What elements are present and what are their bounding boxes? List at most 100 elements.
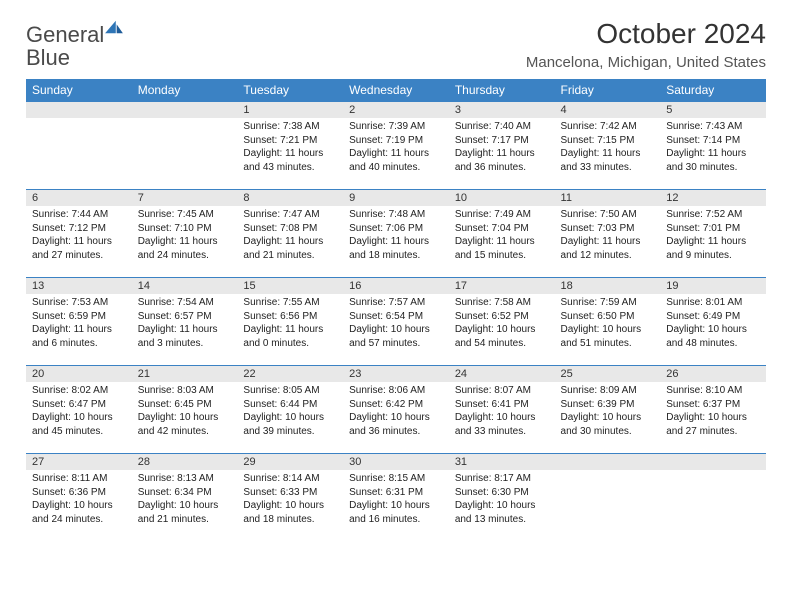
day-content: Sunrise: 7:43 AMSunset: 7:14 PMDaylight:… [660, 118, 766, 178]
day-content: Sunrise: 7:54 AMSunset: 6:57 PMDaylight:… [132, 294, 238, 354]
day-number [26, 102, 132, 118]
calendar-cell [660, 454, 766, 542]
calendar-week-row: 6Sunrise: 7:44 AMSunset: 7:12 PMDaylight… [26, 190, 766, 278]
day-content: Sunrise: 8:03 AMSunset: 6:45 PMDaylight:… [132, 382, 238, 442]
logo: General Blue [26, 24, 126, 70]
day-number: 17 [449, 278, 555, 294]
calendar-cell: 15Sunrise: 7:55 AMSunset: 6:56 PMDayligh… [237, 278, 343, 366]
calendar-cell: 6Sunrise: 7:44 AMSunset: 7:12 PMDaylight… [26, 190, 132, 278]
day-number: 3 [449, 102, 555, 118]
day-content: Sunrise: 8:11 AMSunset: 6:36 PMDaylight:… [26, 470, 132, 530]
calendar-cell: 8Sunrise: 7:47 AMSunset: 7:08 PMDaylight… [237, 190, 343, 278]
day-content: Sunrise: 7:55 AMSunset: 6:56 PMDaylight:… [237, 294, 343, 354]
day-number: 11 [555, 190, 661, 206]
day-content: Sunrise: 7:59 AMSunset: 6:50 PMDaylight:… [555, 294, 661, 354]
calendar-cell: 21Sunrise: 8:03 AMSunset: 6:45 PMDayligh… [132, 366, 238, 454]
day-number: 20 [26, 366, 132, 382]
calendar-cell: 18Sunrise: 7:59 AMSunset: 6:50 PMDayligh… [555, 278, 661, 366]
day-number: 25 [555, 366, 661, 382]
day-content: Sunrise: 7:53 AMSunset: 6:59 PMDaylight:… [26, 294, 132, 354]
day-number: 6 [26, 190, 132, 206]
calendar-cell: 23Sunrise: 8:06 AMSunset: 6:42 PMDayligh… [343, 366, 449, 454]
day-header: Thursday [449, 79, 555, 102]
day-number: 1 [237, 102, 343, 118]
day-number: 7 [132, 190, 238, 206]
day-number: 24 [449, 366, 555, 382]
day-number: 26 [660, 366, 766, 382]
calendar-cell: 9Sunrise: 7:48 AMSunset: 7:06 PMDaylight… [343, 190, 449, 278]
calendar-cell: 14Sunrise: 7:54 AMSunset: 6:57 PMDayligh… [132, 278, 238, 366]
calendar-cell: 2Sunrise: 7:39 AMSunset: 7:19 PMDaylight… [343, 102, 449, 190]
calendar-cell: 30Sunrise: 8:15 AMSunset: 6:31 PMDayligh… [343, 454, 449, 542]
day-content: Sunrise: 7:45 AMSunset: 7:10 PMDaylight:… [132, 206, 238, 266]
day-number: 16 [343, 278, 449, 294]
day-content: Sunrise: 7:42 AMSunset: 7:15 PMDaylight:… [555, 118, 661, 178]
logo-sail-icon [103, 19, 125, 35]
location-text: Mancelona, Michigan, United States [526, 54, 766, 71]
day-number: 19 [660, 278, 766, 294]
day-content: Sunrise: 8:09 AMSunset: 6:39 PMDaylight:… [555, 382, 661, 442]
calendar-cell: 17Sunrise: 7:58 AMSunset: 6:52 PMDayligh… [449, 278, 555, 366]
calendar-cell [132, 102, 238, 190]
calendar-cell: 1Sunrise: 7:38 AMSunset: 7:21 PMDaylight… [237, 102, 343, 190]
calendar-cell: 29Sunrise: 8:14 AMSunset: 6:33 PMDayligh… [237, 454, 343, 542]
calendar-cell [26, 102, 132, 190]
day-number: 30 [343, 454, 449, 470]
day-content: Sunrise: 7:39 AMSunset: 7:19 PMDaylight:… [343, 118, 449, 178]
day-number: 5 [660, 102, 766, 118]
day-content: Sunrise: 8:06 AMSunset: 6:42 PMDaylight:… [343, 382, 449, 442]
day-number: 31 [449, 454, 555, 470]
calendar-table: SundayMondayTuesdayWednesdayThursdayFrid… [26, 79, 766, 542]
day-content: Sunrise: 7:40 AMSunset: 7:17 PMDaylight:… [449, 118, 555, 178]
day-number: 15 [237, 278, 343, 294]
day-number [132, 102, 238, 118]
day-header: Wednesday [343, 79, 449, 102]
calendar-cell: 5Sunrise: 7:43 AMSunset: 7:14 PMDaylight… [660, 102, 766, 190]
calendar-cell: 4Sunrise: 7:42 AMSunset: 7:15 PMDaylight… [555, 102, 661, 190]
day-number: 8 [237, 190, 343, 206]
calendar-cell: 11Sunrise: 7:50 AMSunset: 7:03 PMDayligh… [555, 190, 661, 278]
calendar-cell: 22Sunrise: 8:05 AMSunset: 6:44 PMDayligh… [237, 366, 343, 454]
calendar-cell [555, 454, 661, 542]
day-number: 21 [132, 366, 238, 382]
day-content: Sunrise: 7:50 AMSunset: 7:03 PMDaylight:… [555, 206, 661, 266]
day-header: Tuesday [237, 79, 343, 102]
logo-word1: General [26, 22, 104, 47]
day-content: Sunrise: 7:38 AMSunset: 7:21 PMDaylight:… [237, 118, 343, 178]
day-content: Sunrise: 7:48 AMSunset: 7:06 PMDaylight:… [343, 206, 449, 266]
logo-word2: Blue [26, 45, 70, 70]
page: General Blue October 2024 Mancelona, Mic… [0, 0, 792, 560]
day-number: 9 [343, 190, 449, 206]
day-content: Sunrise: 8:13 AMSunset: 6:34 PMDaylight:… [132, 470, 238, 530]
day-content: Sunrise: 8:10 AMSunset: 6:37 PMDaylight:… [660, 382, 766, 442]
day-content: Sunrise: 7:47 AMSunset: 7:08 PMDaylight:… [237, 206, 343, 266]
day-number [555, 454, 661, 470]
day-content: Sunrise: 7:57 AMSunset: 6:54 PMDaylight:… [343, 294, 449, 354]
calendar-week-row: 20Sunrise: 8:02 AMSunset: 6:47 PMDayligh… [26, 366, 766, 454]
header: General Blue October 2024 Mancelona, Mic… [26, 18, 766, 71]
calendar-cell: 19Sunrise: 8:01 AMSunset: 6:49 PMDayligh… [660, 278, 766, 366]
day-number: 10 [449, 190, 555, 206]
calendar-cell: 12Sunrise: 7:52 AMSunset: 7:01 PMDayligh… [660, 190, 766, 278]
day-number: 2 [343, 102, 449, 118]
calendar-cell: 25Sunrise: 8:09 AMSunset: 6:39 PMDayligh… [555, 366, 661, 454]
day-header: Sunday [26, 79, 132, 102]
day-number [660, 454, 766, 470]
day-number: 12 [660, 190, 766, 206]
day-number: 14 [132, 278, 238, 294]
day-header: Saturday [660, 79, 766, 102]
day-header: Friday [555, 79, 661, 102]
title-block: October 2024 Mancelona, Michigan, United… [526, 18, 766, 71]
calendar-body: 1Sunrise: 7:38 AMSunset: 7:21 PMDaylight… [26, 102, 766, 542]
calendar-cell: 13Sunrise: 7:53 AMSunset: 6:59 PMDayligh… [26, 278, 132, 366]
day-number: 27 [26, 454, 132, 470]
day-content: Sunrise: 8:14 AMSunset: 6:33 PMDaylight:… [237, 470, 343, 530]
calendar-cell: 3Sunrise: 7:40 AMSunset: 7:17 PMDaylight… [449, 102, 555, 190]
day-content: Sunrise: 8:05 AMSunset: 6:44 PMDaylight:… [237, 382, 343, 442]
day-content: Sunrise: 8:15 AMSunset: 6:31 PMDaylight:… [343, 470, 449, 530]
calendar-cell: 7Sunrise: 7:45 AMSunset: 7:10 PMDaylight… [132, 190, 238, 278]
calendar-week-row: 27Sunrise: 8:11 AMSunset: 6:36 PMDayligh… [26, 454, 766, 542]
day-content: Sunrise: 8:17 AMSunset: 6:30 PMDaylight:… [449, 470, 555, 530]
day-header: Monday [132, 79, 238, 102]
calendar-cell: 16Sunrise: 7:57 AMSunset: 6:54 PMDayligh… [343, 278, 449, 366]
